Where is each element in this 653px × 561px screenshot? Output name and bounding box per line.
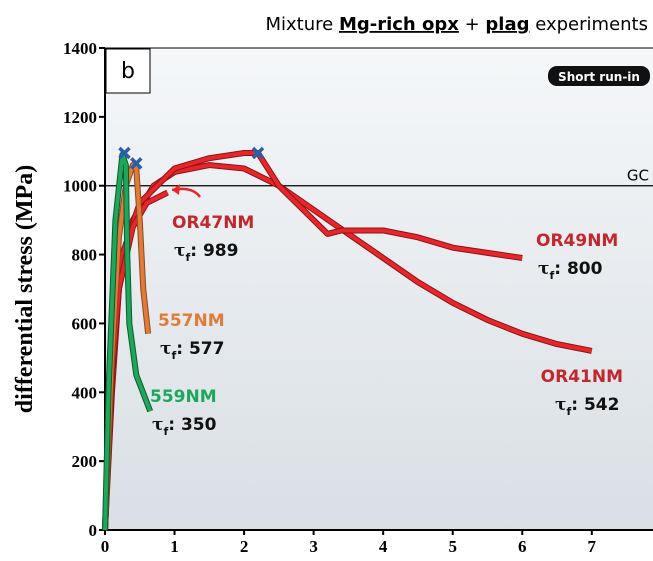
x-tick-label: 7 xyxy=(588,537,597,556)
badge: Short run-in xyxy=(558,70,640,84)
y-tick-label: 1400 xyxy=(63,39,97,58)
tau-value: 542 xyxy=(584,395,620,415)
title-part: Mg-rich opx xyxy=(339,14,459,35)
tau-symbol: τ xyxy=(152,415,163,435)
panel-label: b xyxy=(121,59,135,84)
curve xyxy=(103,152,153,531)
tau-separator: : xyxy=(571,395,584,415)
plot-area xyxy=(105,48,653,530)
tau-separator: : xyxy=(168,415,181,435)
x-tick-label: 1 xyxy=(170,537,179,556)
tau-symbol: τ xyxy=(538,259,549,279)
tau-separator: : xyxy=(176,339,189,359)
layer: 0200400600800100012001400012345678GCOR41… xyxy=(63,39,653,556)
tau-label: τf: 542 xyxy=(555,395,619,418)
x-tick-label: 4 xyxy=(379,537,388,556)
tau-subscript: f xyxy=(163,425,168,438)
x-tick-label: 3 xyxy=(309,537,318,556)
y-tick-label: 0 xyxy=(89,521,98,540)
title-part: Mixture xyxy=(265,14,338,35)
tau-subscript: f xyxy=(566,405,571,418)
tau-value: 800 xyxy=(567,259,603,279)
badge-bg xyxy=(548,66,650,86)
series-name: OR41NM xyxy=(541,367,623,387)
x-tick-label: 2 xyxy=(240,537,249,556)
tau-label: τf: 577 xyxy=(160,339,224,362)
y-tick-label: 1000 xyxy=(63,177,97,196)
tau-separator: : xyxy=(554,259,567,279)
series-name: 559NM xyxy=(150,387,217,407)
y-axis-label: differential stress (MPa) xyxy=(12,165,38,413)
series-name: OR47NM xyxy=(172,213,254,233)
x-tick-label: 6 xyxy=(518,537,527,556)
x-tick-label: 0 xyxy=(101,537,110,556)
y-tick-label: 600 xyxy=(72,314,98,333)
tau-separator: : xyxy=(190,241,203,261)
title-part: experiments xyxy=(530,14,649,35)
tau-subscript: f xyxy=(185,251,190,264)
failure-marker xyxy=(251,146,265,160)
tau-symbol: τ xyxy=(555,395,566,415)
tau-symbol: τ xyxy=(160,339,171,359)
tau-subscript: f xyxy=(171,349,176,362)
reference-label: GC xyxy=(627,167,649,185)
tau-value: 989 xyxy=(203,241,239,261)
x-tick-label: 5 xyxy=(448,537,457,556)
failure-marker xyxy=(118,146,131,160)
title-part: + xyxy=(459,14,486,35)
panel-box xyxy=(105,48,151,94)
y-tick-label: 1200 xyxy=(63,108,97,127)
title-part: plag xyxy=(485,14,529,35)
tau-label: τf: 800 xyxy=(538,259,603,282)
y-tick-label: 400 xyxy=(72,383,98,402)
y-tick-label: 200 xyxy=(72,452,98,471)
tau-value: 350 xyxy=(181,415,217,435)
tau-label: τf: 989 xyxy=(174,241,238,264)
tau-label: τf: 350 xyxy=(152,415,217,438)
series-name: OR49NM xyxy=(536,231,618,251)
y-tick-label: 800 xyxy=(72,246,98,265)
chart-title: Mixture Mg-rich opx + plag experiments xyxy=(265,14,648,35)
series-name: 557NM xyxy=(158,311,225,331)
tau-value: 577 xyxy=(189,339,225,359)
tau-symbol: τ xyxy=(174,241,185,261)
tau-subscript: f xyxy=(549,269,554,282)
failure-marker xyxy=(130,157,143,170)
arrow-head xyxy=(172,184,180,195)
